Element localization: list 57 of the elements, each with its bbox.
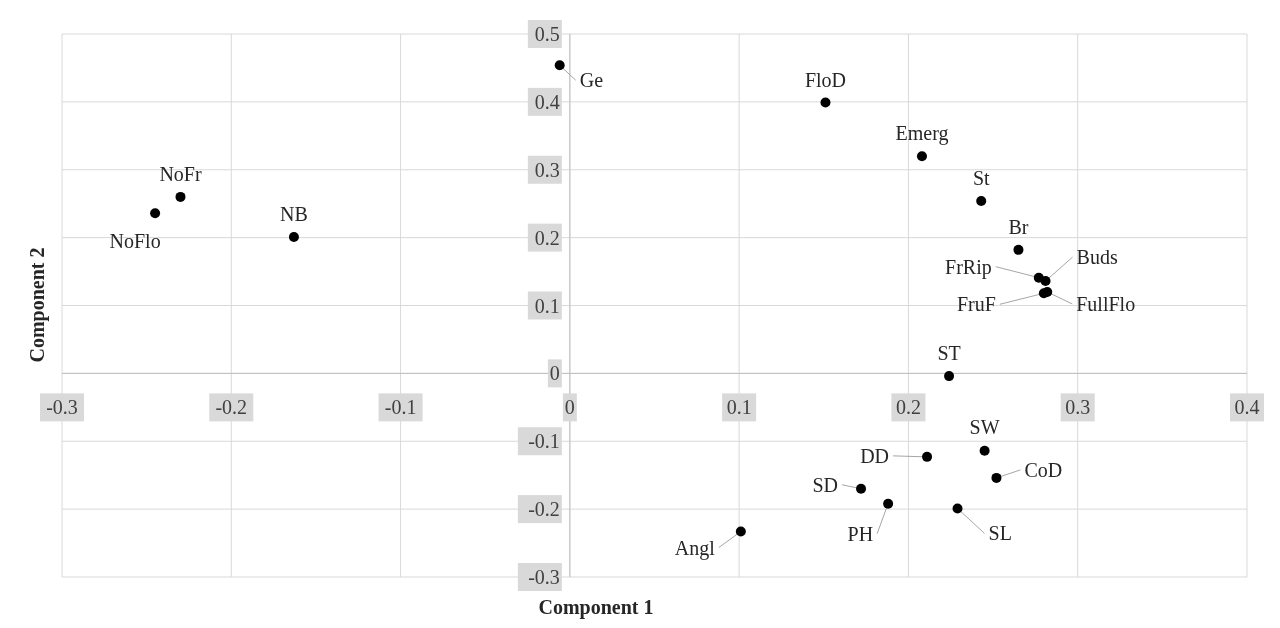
annotation: DD — [860, 444, 890, 467]
annotation: FrRip — [945, 255, 992, 279]
annotation: FullFlo — [1076, 292, 1136, 315]
annotation: FruF — [956, 293, 996, 316]
x-axis-title: Component 1 — [538, 596, 654, 619]
point — [1013, 244, 1024, 255]
point — [976, 195, 987, 206]
point — [944, 371, 955, 382]
point — [735, 526, 746, 537]
x-tick-label: 0.2 — [895, 396, 921, 419]
y-tick-label: -0.2 — [528, 498, 560, 521]
y-tick-label: -0.3 — [528, 566, 560, 588]
annotation: St — [972, 166, 990, 189]
point — [979, 445, 990, 456]
annotation: Buds — [1076, 246, 1118, 269]
annotation: Angl — [674, 536, 716, 560]
annotation: NB — [280, 202, 308, 225]
annotation: NoFr — [159, 162, 202, 185]
x-tick-label: -0.3 — [46, 396, 78, 419]
point — [922, 451, 933, 462]
x-tick-label: 0 — [564, 396, 575, 419]
annotation: Br — [1008, 215, 1029, 238]
point — [856, 483, 867, 494]
y-tick-label: 0.5 — [534, 23, 560, 45]
annotation: SD — [812, 473, 839, 496]
x-tick-label: -0.1 — [384, 396, 417, 419]
y-tick-label: 0.1 — [534, 294, 560, 317]
point — [175, 191, 186, 202]
annotation: PH — [847, 522, 874, 545]
y-axis-title: Component 2 — [26, 247, 49, 363]
x-tick-label: 0.4 — [1234, 396, 1260, 419]
y-tick-label: 0.3 — [534, 158, 560, 181]
point — [288, 231, 299, 242]
y-tick-label: -0.1 — [528, 430, 560, 453]
annotation: NoFlo — [109, 230, 161, 253]
annotation: CoD — [1024, 458, 1063, 481]
annotation: SL — [988, 522, 1012, 545]
point — [991, 472, 1002, 483]
y-tick-label: 0 — [549, 362, 560, 385]
point — [820, 97, 831, 108]
point — [952, 503, 963, 514]
y-tick-label: 0.2 — [534, 226, 560, 249]
annotation: SW — [969, 415, 1000, 438]
x-tick-label: 0.1 — [726, 396, 752, 419]
annotation: Emerg — [895, 122, 949, 146]
point — [916, 151, 927, 162]
point — [883, 498, 894, 509]
point — [1040, 276, 1051, 287]
x-tick-label: -0.2 — [215, 396, 248, 419]
annotation: FloD — [804, 68, 847, 91]
y-tick-label: 0.4 — [534, 90, 560, 113]
point — [150, 208, 161, 219]
point — [1042, 286, 1053, 297]
point — [554, 60, 565, 71]
x-tick-label: 0.3 — [1065, 396, 1091, 419]
annotation: Ge — [579, 69, 604, 92]
annotation: ST — [937, 342, 961, 365]
